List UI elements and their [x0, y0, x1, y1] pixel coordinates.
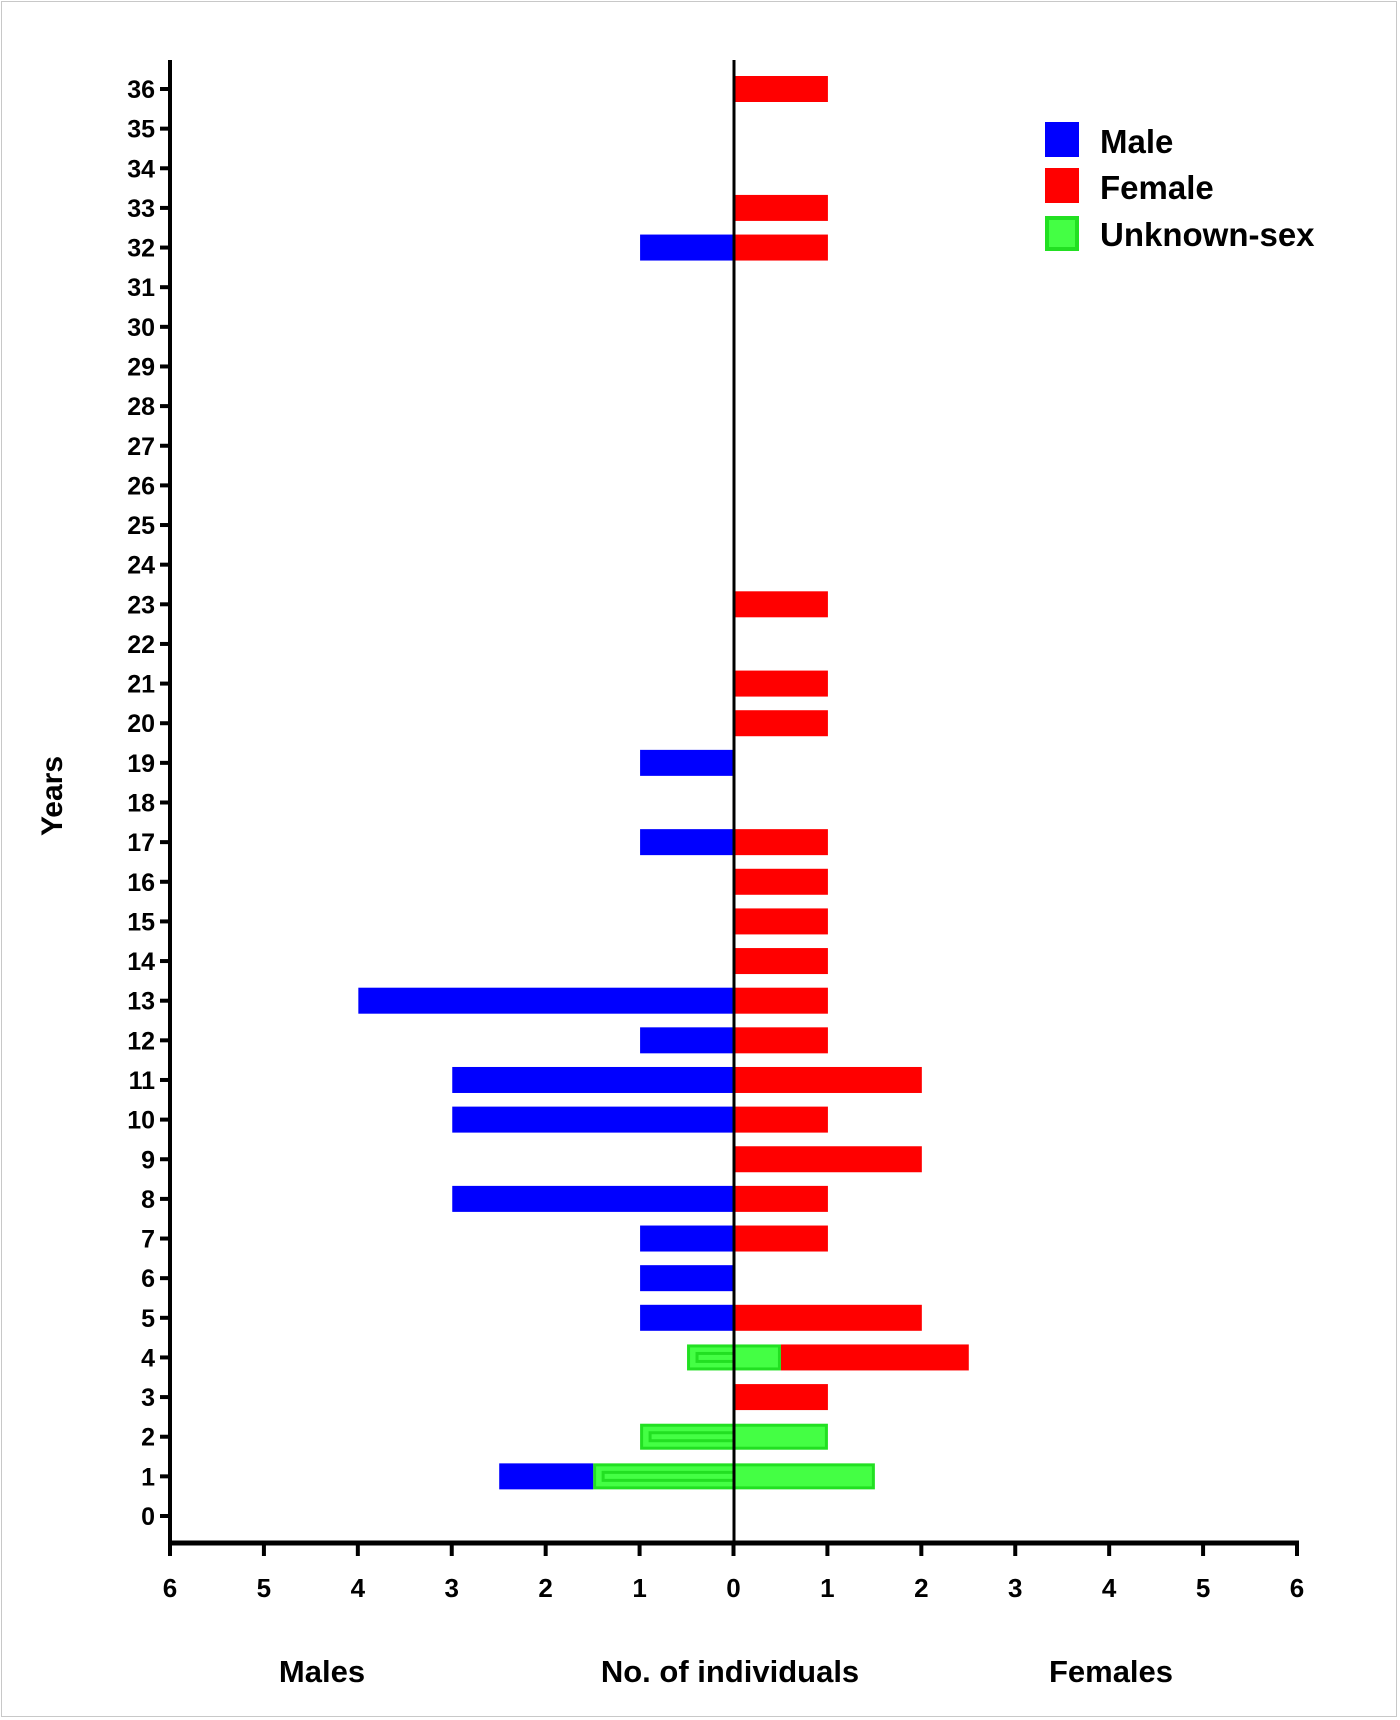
x-tick-label: 6 — [163, 1573, 177, 1603]
y-tick-label: 8 — [141, 1186, 155, 1214]
y-tick-label: 33 — [127, 195, 155, 223]
x-ticks: 6 5 4 3 2 1 0 1 2 3 4 5 6 — [163, 1543, 1304, 1603]
legend-label-unknown: Unknown-sex — [1100, 216, 1315, 253]
y-tick-label: 14 — [127, 948, 155, 976]
bar-female-year-16 — [734, 868, 828, 895]
y-tick-label: 23 — [127, 591, 155, 619]
bar-female-year-17 — [734, 829, 828, 856]
y-tick-label: 3 — [141, 1384, 155, 1412]
y-tick-label: 19 — [127, 750, 155, 778]
y-tick-label: 27 — [127, 433, 155, 461]
males-label: Males — [279, 1654, 365, 1689]
y-axis-label: Years — [36, 756, 69, 836]
y-tick-label: 20 — [127, 710, 155, 738]
x-tick-label: 1 — [632, 1573, 646, 1603]
legend-label-female: Female — [1100, 169, 1214, 206]
x-tick-label: 6 — [1290, 1573, 1304, 1603]
bar-female-year-10 — [734, 1106, 828, 1133]
bar-male-year-17 — [640, 829, 734, 856]
legend-label-male: Male — [1100, 123, 1173, 160]
bar-female-year-14 — [734, 948, 828, 975]
bar-male-year-12 — [640, 1027, 734, 1054]
bar-female-year-33 — [734, 194, 828, 221]
x-tick-label: 4 — [351, 1573, 366, 1603]
y-tick-label: 6 — [141, 1265, 155, 1293]
x-tick-label: 5 — [257, 1573, 271, 1603]
x-tick-label: 3 — [445, 1573, 459, 1603]
bar-male-year-10 — [452, 1106, 734, 1133]
y-tick-label: 34 — [127, 155, 155, 183]
y-tick-label: 7 — [141, 1226, 155, 1254]
x-tick-label: 4 — [1102, 1573, 1117, 1603]
y-tick-label: 2 — [141, 1424, 155, 1452]
bar-female-year-8 — [734, 1185, 828, 1212]
bar-male-year-5 — [640, 1304, 734, 1331]
bar-male-year-32 — [640, 234, 734, 261]
bar-female-year-21 — [734, 670, 828, 697]
y-tick-label: 22 — [127, 631, 155, 659]
bar-female-year-36 — [734, 76, 828, 102]
x-tick-label: 5 — [1196, 1573, 1210, 1603]
bar-male-year-11 — [452, 1066, 734, 1093]
bar-female-year-7 — [734, 1225, 828, 1252]
y-tick-label: 12 — [127, 1027, 155, 1055]
bar-female-year-20 — [734, 710, 828, 737]
legend-swatch-female — [1045, 168, 1079, 203]
y-tick-label: 0 — [141, 1503, 155, 1531]
y-tick-label: 31 — [127, 274, 155, 302]
legend: Male Female Unknown-sex — [1045, 122, 1315, 253]
bar-female-year-3 — [734, 1384, 828, 1411]
y-tick-label: 24 — [127, 552, 155, 580]
bars-layer — [358, 76, 969, 1490]
y-tick-label: 17 — [127, 829, 155, 857]
x-tick-label: 2 — [914, 1573, 928, 1603]
y-tick-label: 10 — [127, 1107, 155, 1135]
y-tick-label: 1 — [141, 1463, 155, 1491]
y-tick-label: 15 — [127, 908, 155, 936]
y-tick-label: 21 — [127, 671, 155, 699]
bar-female-year-12 — [734, 1027, 828, 1054]
x-axis-label: No. of individuals — [601, 1654, 859, 1689]
bar-male-year-8 — [452, 1185, 734, 1212]
y-tick-label: 4 — [141, 1344, 155, 1372]
y-tick-label: 11 — [129, 1067, 156, 1095]
x-tick-label: 1 — [820, 1573, 834, 1603]
y-tick-label: 25 — [127, 512, 155, 540]
y-tick-label: 35 — [127, 116, 155, 144]
y-tick-label: 5 — [141, 1305, 155, 1333]
y-ticks: 0123456789101112131415161718192021222324… — [127, 76, 170, 1531]
y-tick-label: 29 — [127, 353, 155, 381]
bar-female-year-32 — [734, 234, 828, 261]
y-tick-label: 30 — [127, 314, 155, 342]
x-tick-label: 2 — [538, 1573, 552, 1603]
bar-male-year-7 — [640, 1225, 734, 1252]
females-label: Females — [1049, 1654, 1173, 1689]
y-tick-label: 36 — [127, 76, 155, 104]
bar-male-year-13 — [358, 987, 734, 1014]
y-tick-label: 26 — [127, 472, 155, 500]
legend-swatch-unknown — [1045, 216, 1079, 251]
bar-male-year-19 — [640, 749, 734, 776]
x-tick-label: 3 — [1008, 1573, 1022, 1603]
x-tick-label: 0 — [726, 1573, 740, 1603]
bar-male-year-1 — [499, 1463, 594, 1490]
bar-male-year-6 — [640, 1265, 734, 1292]
y-tick-label: 16 — [127, 869, 155, 897]
bar-female-year-13 — [734, 987, 828, 1014]
bar-female-year-15 — [734, 908, 828, 935]
legend-swatch-male — [1045, 122, 1079, 157]
y-tick-label: 13 — [127, 988, 155, 1016]
y-tick-label: 28 — [127, 393, 155, 421]
y-tick-label: 18 — [127, 790, 155, 818]
bar-female-year-5 — [734, 1304, 922, 1331]
y-tick-label: 32 — [127, 235, 155, 263]
bar-female-year-23 — [734, 591, 828, 618]
y-tick-label: 9 — [141, 1146, 155, 1174]
bar-female-year-4 — [780, 1344, 969, 1371]
bar-female-year-11 — [734, 1066, 922, 1093]
bar-female-year-9 — [734, 1146, 922, 1173]
